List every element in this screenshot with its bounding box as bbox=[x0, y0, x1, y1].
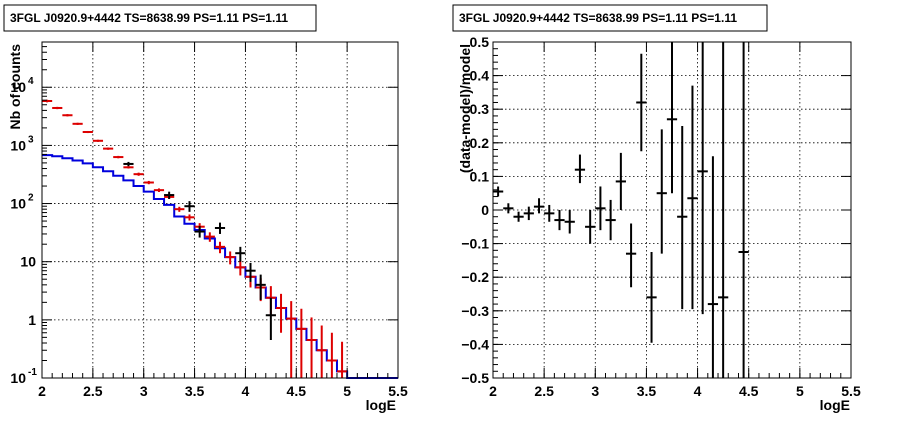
residual-y-tick-label: −0.3 bbox=[461, 303, 489, 319]
residual-y-tick-label: 0 bbox=[481, 202, 489, 218]
counts-y-tick-exponent: 3 bbox=[28, 134, 34, 145]
counts-title: 3FGL J0920.9+4442 TS=8638.99 PS=1.11 PS=… bbox=[10, 11, 288, 25]
counts-y-axis-label: Nb of counts bbox=[7, 44, 23, 130]
residual-x-tick-label: 2.5 bbox=[534, 383, 554, 399]
residual-x-tick-label: 2 bbox=[489, 383, 497, 399]
residual-x-tick-label: 3.5 bbox=[637, 383, 657, 399]
counts-y-tick-label: 10 bbox=[10, 196, 26, 212]
counts-x-tick-label: 5 bbox=[343, 383, 351, 399]
residual-x-tick-label: 5.5 bbox=[841, 383, 861, 399]
counts-y-tick-label: 10 bbox=[20, 254, 36, 270]
residual-y-tick-label: −0.5 bbox=[461, 370, 489, 386]
counts-x-tick-label: 5.5 bbox=[388, 383, 408, 399]
residual-x-axis-label: logE bbox=[820, 397, 850, 413]
residual-x-tick-label: 4.5 bbox=[739, 383, 759, 399]
counts-x-tick-label: 3.5 bbox=[185, 383, 205, 399]
residual-y-ticks: −0.5 −0.4 −0.3 −0.2 −0.1 0 0.1 0.2 0.3 0.4 0.5 bbox=[461, 34, 851, 386]
counts-y-tick-exponent: 2 bbox=[28, 193, 34, 204]
counts-grid bbox=[42, 42, 398, 378]
residual-panel: 2 2.5 3 3.5 4 4.5 5 5.5 −0.5 −0.4 −0.3 −0.2 −0.1 0 0.… bbox=[452, 4, 861, 413]
residual-y-tick-label: −0.2 bbox=[461, 269, 489, 285]
residual-x-tick-label: 5 bbox=[796, 383, 804, 399]
counts-x-axis-label: logE bbox=[366, 397, 396, 413]
residual-y-axis-label: (data-model)/model bbox=[457, 44, 473, 173]
residual-data bbox=[493, 42, 749, 378]
residual-title-box bbox=[452, 4, 768, 32]
counts-x-tick-label: 4.5 bbox=[287, 383, 307, 399]
counts-y-tick-exponent: -1 bbox=[28, 367, 37, 378]
residual-x-tick-label: 3 bbox=[591, 383, 599, 399]
counts-y-tick-label: 10 bbox=[10, 370, 26, 386]
residual-x-tick-label: 4 bbox=[694, 383, 702, 399]
residual-y-tick-label: 0.5 bbox=[470, 34, 490, 50]
counts-title-box bbox=[3, 4, 317, 32]
residual-y-tick-label: 0.1 bbox=[470, 168, 490, 184]
counts-y-tick-label: 10 bbox=[10, 79, 26, 95]
counts-x-tick-label: 2.5 bbox=[83, 383, 103, 399]
counts-data bbox=[123, 161, 276, 341]
residual-y-tick-label: 0.4 bbox=[470, 68, 490, 84]
residual-y-tick-label: 0.3 bbox=[470, 101, 490, 117]
counts-x-tick-label: 2 bbox=[38, 383, 46, 399]
counts-x-tick-label: 3 bbox=[140, 383, 148, 399]
residual-x-ticks: 2 2.5 3 3.5 4 4.5 5 5.5 bbox=[489, 42, 861, 399]
counts-y-tick-label: 10 bbox=[10, 137, 26, 153]
counts-x-tick-label: 4 bbox=[242, 383, 250, 399]
residual-y-tick-label: 0.2 bbox=[470, 135, 490, 151]
counts-x-ticks: 2 2.5 3 3.5 4 4.5 5 5.5 bbox=[38, 42, 408, 399]
counts-y-tick-exponent: 4 bbox=[28, 76, 34, 87]
residual-y-tick-label: −0.1 bbox=[461, 236, 489, 252]
residual-y-tick-label: −0.4 bbox=[461, 336, 489, 352]
residual-grid bbox=[493, 42, 851, 378]
counts-y-tick-label: 1 bbox=[28, 312, 36, 328]
residual-title: 3FGL J0920.9+4442 TS=8638.99 PS=1.11 PS=… bbox=[459, 11, 737, 25]
counts-plot-area bbox=[42, 42, 398, 378]
counts-frame bbox=[41, 41, 399, 379]
